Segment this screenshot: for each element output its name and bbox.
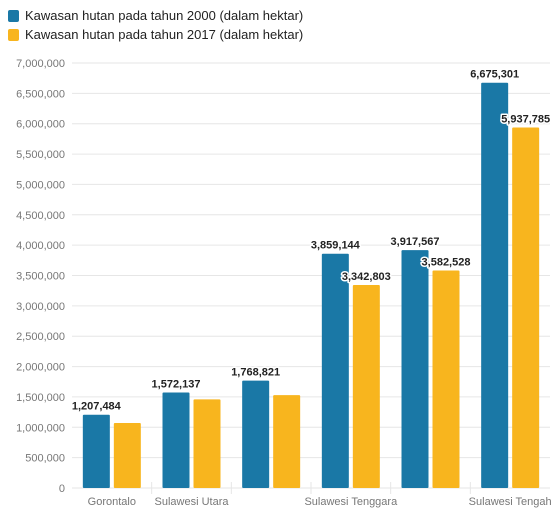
y-tick-label: 5,500,000 — [16, 149, 65, 161]
data-label: 1,572,137 — [152, 379, 201, 391]
bar-2000[interactable] — [481, 82, 509, 488]
legend: Kawasan hutan pada tahun 2000 (dalam hek… — [8, 6, 303, 44]
data-label: 1,768,821 — [231, 367, 280, 379]
bar-2017[interactable] — [432, 270, 460, 488]
data-label: 3,582,528 — [422, 256, 471, 268]
bar-2017[interactable] — [512, 127, 540, 488]
data-label: 3,342,803 — [342, 271, 391, 283]
legend-swatch-2017 — [8, 28, 19, 41]
y-tick-label: 3,500,000 — [16, 271, 65, 283]
y-tick-label: 1,000,000 — [16, 422, 65, 434]
x-tick-label: Sulawesi Tengah — [469, 496, 552, 508]
y-tick-label: 2,000,000 — [16, 362, 65, 374]
x-tick-label: Sulawesi Utara — [155, 496, 230, 508]
data-label: 5,937,785 — [501, 113, 550, 125]
y-tick-label: 3,000,000 — [16, 301, 65, 313]
y-tick-label: 500,000 — [25, 453, 65, 465]
legend-item-2017[interactable]: Kawasan hutan pada tahun 2017 (dalam hek… — [8, 25, 303, 44]
y-tick-label: 6,000,000 — [16, 119, 65, 131]
bar-2000[interactable] — [82, 414, 110, 488]
y-tick-label: 4,500,000 — [16, 210, 65, 222]
data-label: 3,917,567 — [391, 236, 440, 248]
y-tick-label: 2,500,000 — [16, 331, 65, 343]
y-tick-label: 1,500,000 — [16, 392, 65, 404]
y-tick-label: 5,000,000 — [16, 179, 65, 191]
data-label: 6,675,301 — [470, 69, 519, 81]
bar-2017[interactable] — [193, 399, 221, 488]
bar-2000[interactable] — [162, 392, 190, 488]
y-tick-label: 7,000,000 — [16, 58, 65, 70]
x-tick-label: Gorontalo — [88, 496, 136, 508]
bar-2000[interactable] — [321, 253, 349, 488]
y-tick-label: 4,000,000 — [16, 240, 65, 252]
data-label: 1,207,484 — [72, 401, 122, 413]
legend-label-2000: Kawasan hutan pada tahun 2000 (dalam hek… — [25, 8, 304, 23]
bar-2000[interactable] — [401, 250, 429, 488]
y-tick-label: 0 — [59, 483, 65, 495]
data-label: 3,859,144 — [311, 240, 361, 252]
legend-swatch-2000 — [8, 9, 19, 22]
legend-item-2000[interactable]: Kawasan hutan pada tahun 2000 (dalam hek… — [8, 6, 303, 25]
y-tick-label: 6,500,000 — [16, 88, 65, 100]
bar-2017[interactable] — [113, 423, 141, 488]
bar-2000[interactable] — [242, 380, 270, 488]
bar-2017[interactable] — [273, 395, 301, 488]
legend-label-2017: Kawasan hutan pada tahun 2017 (dalam hek… — [25, 27, 304, 42]
x-tick-label: Sulawesi Tenggara — [304, 496, 398, 508]
bar-2017[interactable] — [352, 285, 380, 488]
